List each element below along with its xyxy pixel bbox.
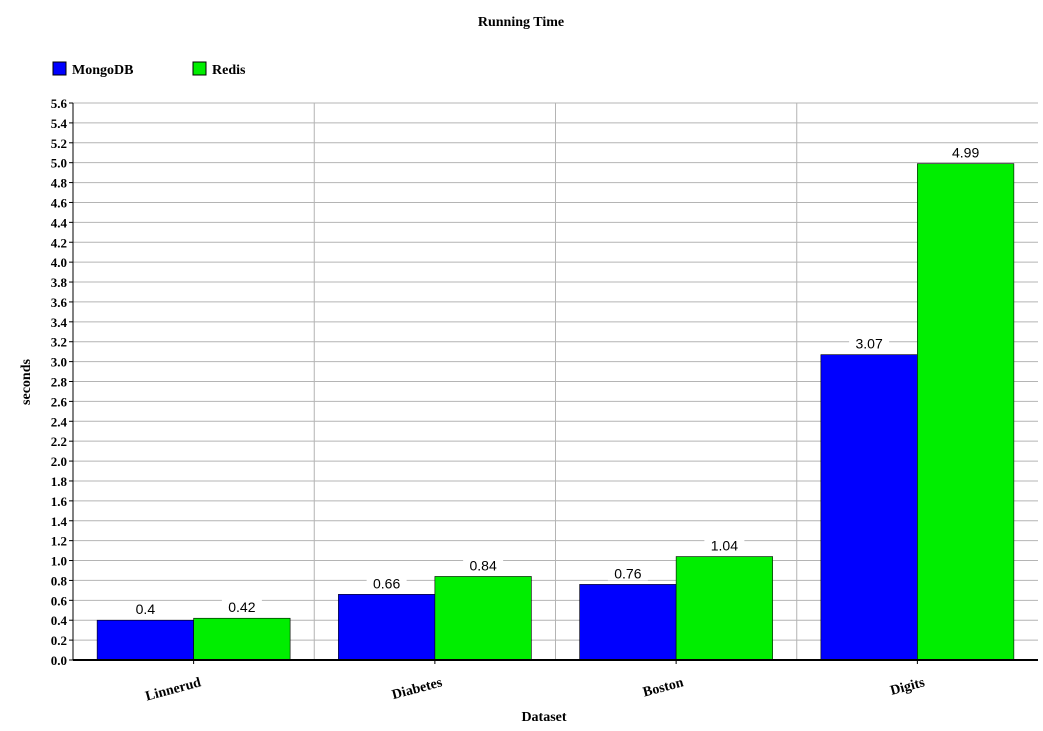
bar-redis-digits (917, 163, 1015, 661)
y-tick-label: 3.6 (51, 295, 68, 310)
y-tick-label: 1.4 (51, 514, 68, 529)
bar-mongodb-boston (579, 584, 677, 661)
y-tick-label: 3.2 (51, 335, 67, 350)
y-tick-label: 5.0 (51, 156, 67, 171)
data-label-bg (366, 575, 407, 591)
y-tick-label: 2.6 (51, 394, 68, 409)
x-tick-label: Diabetes (390, 675, 444, 703)
y-tick-label: 5.4 (51, 116, 68, 131)
bar-redis-boston (675, 556, 773, 661)
y-tick-label: 1.0 (51, 554, 67, 569)
data-label: 0.42 (228, 599, 255, 615)
x-tick-label: Linnerud (144, 675, 203, 704)
data-label: 0.66 (373, 575, 400, 591)
y-tick-label: 1.2 (51, 534, 67, 549)
x-ticks: Linnerud Diabetes Boston Digits (144, 660, 927, 705)
y-tick-label: 2.4 (51, 414, 68, 429)
data-label-bg (607, 565, 648, 581)
y-ticks: 0.0 0.2 0.4 0.6 0.8 1.0 1.2 1.4 1.6 1.8 2.0 2.2 2.4 2… (51, 96, 73, 668)
y-tick-label: 0.8 (51, 573, 68, 588)
y-tick-label: 3.0 (51, 355, 67, 370)
data-label: 1.04 (711, 538, 738, 554)
data-label-bg (221, 599, 262, 615)
data-label-bg (463, 557, 504, 573)
legend-swatch-mongodb (52, 61, 67, 76)
y-tick-label: 5.6 (51, 96, 68, 111)
bar-mongodb-linnerud (96, 619, 194, 661)
x-tick-label: Boston (641, 675, 685, 700)
y-tick-label: 3.8 (51, 275, 68, 290)
y-tick-label: 2.8 (51, 375, 68, 390)
bars (96, 163, 1015, 661)
y-tick-label: 3.4 (51, 315, 68, 330)
legend-label-redis: Redis (212, 63, 246, 78)
data-labels: 0.4 0.42 0.66 0.84 0.76 1.04 3.07 4.99 (125, 144, 986, 617)
y-tick-label: 4.2 (51, 235, 67, 250)
data-label-bg (704, 537, 745, 553)
y-tick-label: 4.4 (51, 215, 68, 230)
y-tick-label: 4.0 (51, 255, 67, 270)
y-tick-label: 5.2 (51, 136, 67, 151)
data-label: 0.84 (470, 557, 497, 573)
data-label-bg (849, 335, 890, 351)
bar-redis-linnerud (193, 617, 291, 661)
legend-swatch-redis (192, 61, 207, 76)
y-tick-label: 0.6 (51, 593, 68, 608)
data-label: 0.76 (614, 565, 641, 581)
data-label-bg (945, 144, 986, 160)
data-label-bg (125, 601, 166, 617)
y-tick-label: 0.2 (51, 633, 67, 648)
y-tick-label: 2.2 (51, 434, 67, 449)
y-tick-label: 4.8 (51, 176, 68, 191)
y-tick-label: 1.8 (51, 474, 68, 489)
chart-title: Running Time (478, 15, 564, 30)
data-label: 0.4 (136, 601, 156, 617)
legend-label-mongodb: MongoDB (72, 63, 133, 78)
y-tick-label: 2.0 (51, 454, 67, 469)
bar-mongodb-diabetes (338, 594, 436, 661)
y-tick-label: 0.0 (51, 653, 67, 668)
bar-redis-diabetes (434, 576, 532, 661)
x-tick-label: Digits (889, 675, 927, 699)
x-axis-label: Dataset (521, 710, 566, 725)
bar-mongodb-digits (820, 354, 918, 661)
y-tick-label: 1.6 (51, 494, 68, 509)
y-tick-label: 4.6 (51, 195, 68, 210)
data-label: 3.07 (856, 336, 883, 352)
y-axis-label: seconds (19, 359, 34, 405)
legend: MongoDB Redis (52, 61, 246, 78)
y-tick-label: 0.4 (51, 613, 68, 628)
data-label: 4.99 (952, 145, 979, 161)
